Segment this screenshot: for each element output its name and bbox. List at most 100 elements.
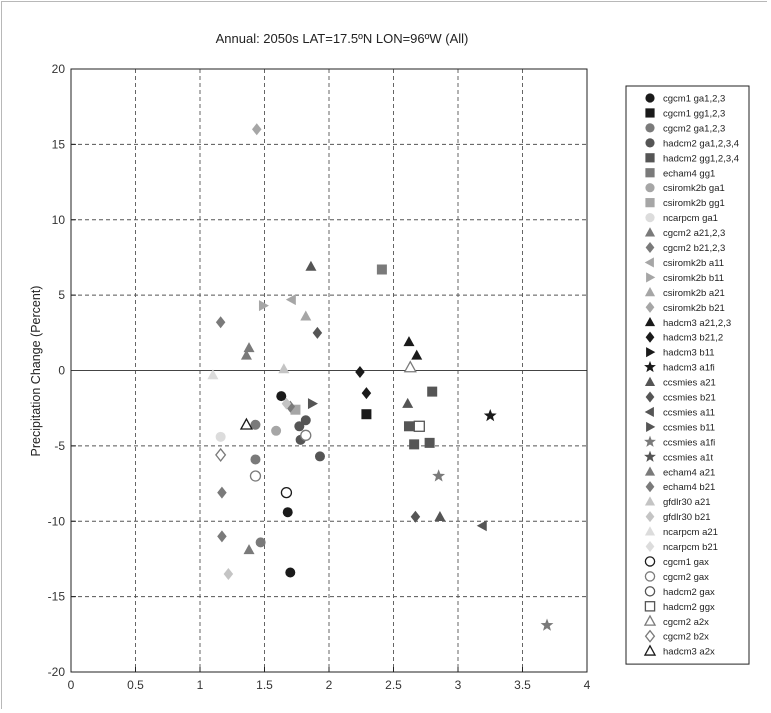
- data-point: [312, 326, 323, 339]
- data-point: [239, 417, 254, 430]
- data-point: [215, 316, 226, 329]
- legend-entry-label: ccsmies b21: [663, 393, 716, 404]
- data-point: [483, 408, 497, 422]
- y-tick-label: -10: [48, 514, 66, 528]
- legend-marker: [645, 108, 655, 118]
- data-point: [215, 431, 226, 442]
- legend-entry-label: csiromk2b a21: [663, 288, 725, 299]
- y-tick-label: -15: [48, 590, 66, 604]
- legend-entry-label: csiromk2b b11: [663, 273, 724, 284]
- data-point: [300, 310, 312, 321]
- legend-entry-label: ncarpcm b21: [663, 542, 718, 553]
- legend-marker: [645, 511, 655, 523]
- data-point: [402, 397, 414, 408]
- legend-entry-label: csiromk2b a11: [663, 258, 724, 269]
- legend-marker: [645, 183, 655, 193]
- legend-entry-label: csiromk2b ga1: [663, 183, 725, 194]
- data-points: [207, 123, 554, 631]
- legend-entry-label: hadcm2 ggx: [663, 602, 715, 613]
- legend-marker: [645, 198, 655, 208]
- data-point: [207, 369, 219, 380]
- data-point: [281, 397, 292, 410]
- legend-marker: [644, 257, 654, 268]
- legend: cgcm1 ga1,2,3 cgcm1 gg1,2,3 cgcm2 ga1,2,3 h…: [625, 85, 750, 665]
- legend-marker: [645, 481, 655, 493]
- data-point: [282, 507, 293, 518]
- legend-entry-label: ccsmies a21: [663, 378, 716, 389]
- legend-marker: [645, 301, 655, 313]
- legend-marker: [644, 496, 656, 506]
- legend-entry-label: ccsmies a11: [663, 407, 715, 418]
- data-point: [276, 391, 287, 402]
- legend-entry-label: cgcm1 gg1,2,3: [663, 108, 725, 119]
- data-point: [314, 451, 325, 462]
- data-point: [307, 398, 318, 410]
- legend-entry-label: ccsmies b11: [663, 422, 715, 433]
- x-tick-label: 3.5: [514, 678, 531, 692]
- data-point: [250, 419, 261, 430]
- legend-marker: [643, 614, 657, 626]
- legend-entry-label: hadcm3 a2x: [663, 647, 715, 658]
- data-point: [413, 420, 425, 432]
- legend-marker: [644, 360, 656, 373]
- data-point: [243, 544, 255, 555]
- legend-marker: [645, 540, 655, 553]
- legend-entry-label: csiromk2b gg1: [663, 198, 725, 209]
- legend-entry-label: cgcm1 ga1,2,3: [663, 94, 725, 105]
- legend-marker: [644, 556, 656, 567]
- y-tick-label: -20: [48, 665, 66, 679]
- y-tick-label: 15: [52, 137, 66, 151]
- legend-entry-label: hadcm3 b21,2: [663, 333, 723, 344]
- data-point: [376, 264, 387, 275]
- legend-entry-label: ncarpcm a21: [663, 527, 718, 538]
- data-point: [403, 421, 414, 432]
- x-tick-label: 1: [197, 678, 204, 692]
- x-tick-label: 2: [326, 678, 333, 692]
- legend-entry-label: hadcm3 a21,2,3: [663, 318, 731, 329]
- legend-entry-label: hadcm2 ga1,2,3,4: [663, 138, 739, 149]
- legend-marker: [646, 272, 656, 283]
- legend-entry-label: echam4 gg1: [663, 168, 715, 179]
- data-point: [243, 342, 255, 353]
- legend-marker: [646, 421, 656, 432]
- data-point: [285, 567, 296, 578]
- legend-box: [625, 85, 750, 665]
- legend-marker: [644, 629, 656, 643]
- data-point: [361, 409, 372, 420]
- data-point: [410, 510, 421, 523]
- data-point: [223, 568, 234, 581]
- legend-entry-label: cgcm2 gax: [663, 572, 709, 583]
- legend-entry-label: cgcm2 a2x: [663, 617, 709, 628]
- data-point: [403, 336, 415, 347]
- legend-entry-label: hadcm2 gg1,2,3,4: [663, 153, 739, 164]
- data-point: [424, 437, 435, 448]
- data-point: [278, 363, 290, 374]
- legend-marker: [645, 241, 655, 254]
- legend-entry-label: csiromk2b b21: [663, 303, 725, 314]
- data-point: [403, 360, 417, 373]
- data-point: [217, 530, 227, 543]
- data-point: [285, 294, 296, 306]
- data-point: [411, 349, 423, 360]
- data-point: [255, 537, 266, 548]
- data-point: [476, 520, 487, 532]
- legend-entry-label: hadcm2 gax: [663, 587, 715, 598]
- legend-marker: [644, 406, 654, 418]
- data-point: [540, 618, 554, 631]
- y-tick-label: 20: [52, 62, 66, 76]
- legend-entry-label: hadcm3 b11: [663, 348, 715, 359]
- chart-title: Annual: 2050s LAT=17.5ºN LON=96ºW (All): [216, 31, 469, 46]
- legend-marker: [644, 526, 656, 536]
- legend-marker: [646, 347, 656, 358]
- data-point: [250, 454, 261, 465]
- data-point: [280, 486, 293, 499]
- legend-marker: [644, 586, 656, 597]
- legend-marker: [645, 168, 655, 178]
- legend-marker: [645, 123, 655, 133]
- legend-entry-label: ccsmies a1fi: [663, 437, 715, 448]
- plot-border: [70, 68, 588, 673]
- x-tick-label: 1.5: [256, 678, 273, 692]
- legend-entry-label: gfdlr30 b21: [663, 512, 711, 523]
